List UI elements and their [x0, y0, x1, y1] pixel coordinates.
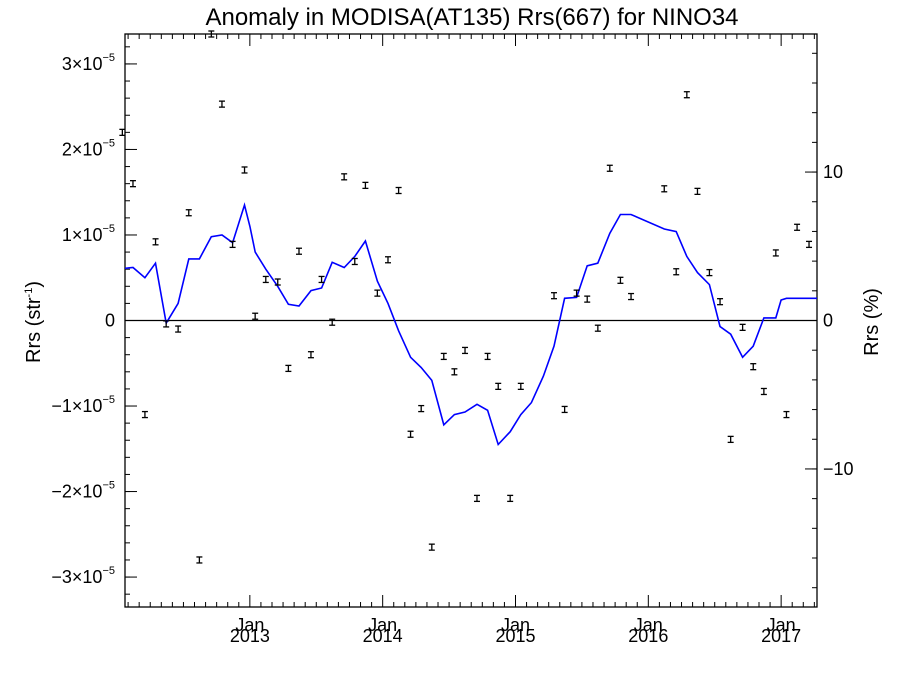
- data-point: [495, 382, 502, 391]
- data-point: [119, 128, 126, 137]
- data-point: [307, 351, 314, 359]
- data-point: [561, 405, 568, 414]
- data-point: [285, 364, 292, 373]
- x-tick-year-label: 2015: [495, 626, 535, 646]
- data-point: [473, 494, 480, 503]
- data-point: [295, 247, 302, 255]
- series-line: [124, 202, 817, 447]
- data-point: [218, 100, 225, 108]
- data-point: [262, 275, 269, 284]
- data-point: [362, 181, 369, 190]
- y-axis-right-label: Rrs (%): [861, 288, 883, 356]
- data-point: [418, 404, 425, 413]
- data-point: [806, 240, 813, 249]
- data-point: [196, 556, 203, 564]
- data-point: [241, 166, 248, 174]
- left-tick-label: 3×10−5: [62, 52, 115, 74]
- x-tick-month-label: Jan: [368, 615, 397, 635]
- data-point: [760, 387, 767, 396]
- data-point: [318, 275, 325, 284]
- data-point: [594, 324, 601, 332]
- data-point: [208, 30, 215, 38]
- x-tick-month-label: Jan: [767, 615, 796, 635]
- data-point: [694, 187, 701, 196]
- data-point: [462, 346, 469, 355]
- left-tick-label: 0: [105, 311, 115, 331]
- anomaly-line: [124, 202, 817, 447]
- x-tick-year-label: 2016: [628, 626, 668, 646]
- data-point: [329, 318, 336, 326]
- x-tick-year-label: 2013: [230, 626, 270, 646]
- left-tick-label: −3×10−5: [51, 565, 115, 587]
- data-point: [341, 173, 348, 181]
- data-point: [141, 410, 148, 419]
- right-tick-label: −10: [823, 459, 854, 479]
- data-point: [451, 368, 458, 376]
- data-point: [229, 240, 236, 249]
- right-tick-label: 10: [823, 162, 843, 182]
- data-point: [395, 186, 402, 195]
- data-point: [673, 268, 680, 276]
- series-points: [119, 30, 813, 564]
- data-point: [274, 278, 281, 286]
- data-point: [628, 292, 635, 301]
- x-tick-month-label: Jan: [235, 615, 264, 635]
- right-y-axis: 10 0 −10: [805, 52, 854, 589]
- data-point: [584, 295, 591, 303]
- x-tick-month-label: Jan: [501, 615, 530, 635]
- data-point: [252, 312, 259, 320]
- left-tick-label: −1×10−5: [51, 394, 115, 416]
- data-point: [706, 268, 713, 277]
- data-point: [484, 352, 491, 361]
- data-point: [185, 209, 192, 217]
- data-point: [374, 289, 381, 297]
- data-point: [129, 180, 136, 188]
- x-tick-month-label: Jan: [634, 615, 663, 635]
- left-y-axis: 3×10−5 2×10−5 1×10−5 0 −1×10−5 −2×10−5 −3×10−5: [51, 46, 137, 595]
- y-axis-left-label: Rrs (str-1): [23, 281, 45, 363]
- left-tick-label: −2×10−5: [51, 480, 115, 502]
- data-point: [428, 543, 435, 551]
- data-point: [772, 249, 779, 257]
- data-point: [163, 320, 170, 328]
- data-point: [175, 325, 182, 333]
- chart-title: Anomaly in MODISA(AT135) Rrs(667) for NI…: [205, 4, 738, 31]
- right-tick-label: 0: [823, 311, 833, 331]
- data-point: [351, 257, 358, 266]
- x-tick-year-label: 2017: [761, 626, 801, 646]
- data-point: [152, 238, 159, 246]
- data-point: [783, 410, 790, 419]
- data-point: [727, 435, 734, 444]
- left-tick-label: 2×10−5: [62, 137, 115, 159]
- data-point: [440, 352, 447, 361]
- x-tick-year-label: 2014: [363, 626, 403, 646]
- data-point: [717, 298, 724, 306]
- data-point: [661, 185, 668, 193]
- data-point: [507, 494, 514, 503]
- data-point: [384, 256, 391, 264]
- data-point: [739, 323, 746, 331]
- left-tick-label: 1×10−5: [62, 223, 115, 245]
- data-point: [683, 91, 690, 99]
- data-point: [551, 292, 558, 300]
- data-point: [517, 382, 524, 391]
- data-point: [407, 430, 414, 438]
- data-point: [573, 289, 580, 297]
- data-point: [750, 363, 757, 371]
- data-point: [617, 276, 624, 284]
- data-point: [606, 164, 613, 172]
- data-point: [794, 223, 801, 231]
